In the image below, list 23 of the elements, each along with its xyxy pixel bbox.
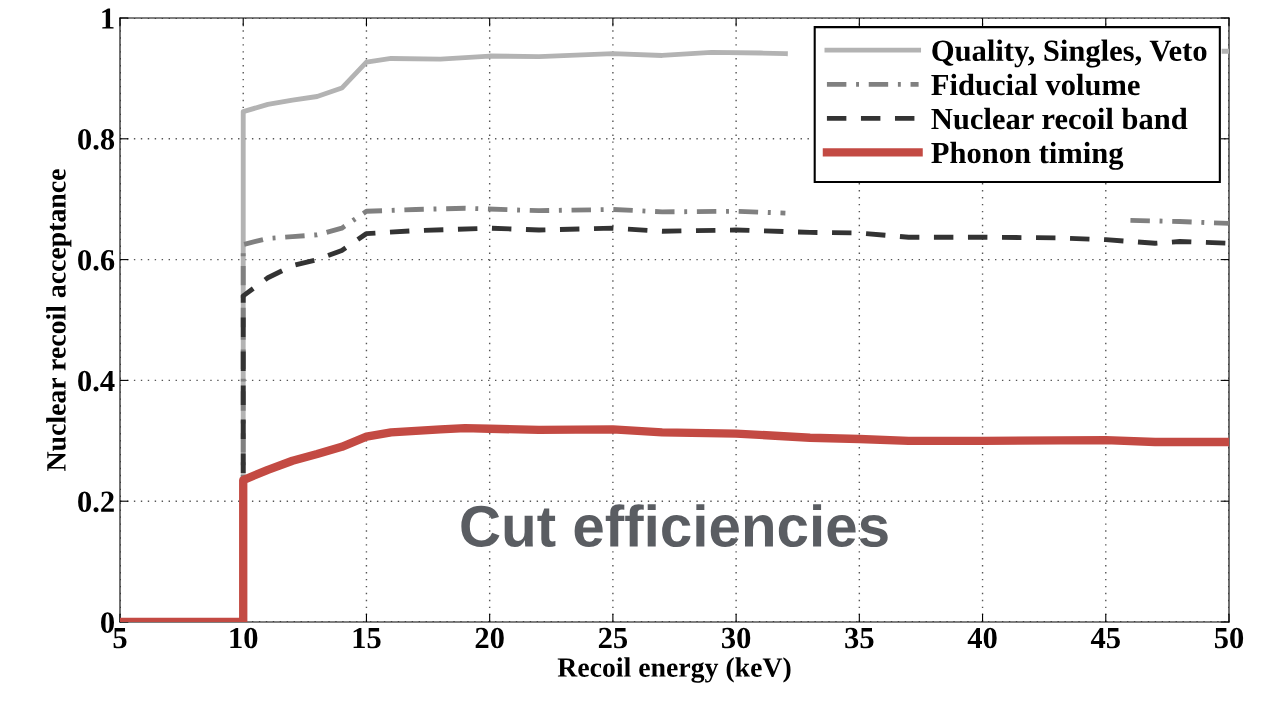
annotation: Cut efficiencies xyxy=(461,504,888,548)
x-tick-label: 25 xyxy=(598,627,628,649)
x-axis-title: Recoil energy (keV) xyxy=(557,657,791,683)
y-tick-label: 0 xyxy=(101,612,114,633)
x-tick-label: 40 xyxy=(967,627,997,649)
x-tick-label: 5 xyxy=(113,628,127,649)
x-tick-label: 10 xyxy=(230,627,258,649)
x-tick-label: 15 xyxy=(353,627,381,649)
y-tick-label: 1 xyxy=(102,8,114,29)
x-tick-label: 50 xyxy=(1214,627,1244,649)
legend-label: Nuclear recoil band xyxy=(931,107,1188,130)
y-tick-label: 0.6 xyxy=(78,249,115,271)
y-tick-label: 0.4 xyxy=(78,370,115,392)
legend-label: Fiducial volume xyxy=(931,73,1140,96)
y-tick-label: 0.8 xyxy=(78,129,115,150)
series-label: Quality, Singles, Veto xyxy=(932,39,1207,68)
y-axis-title: Nuclear recoil acceptance xyxy=(46,169,72,471)
legend-label: Phonon timing xyxy=(931,141,1124,170)
x-tick-label: 45 xyxy=(1090,627,1120,649)
x-tick-label: 20 xyxy=(475,627,504,649)
x-tick-label: 30 xyxy=(721,627,751,649)
x-tick-label: 35 xyxy=(845,627,874,649)
y-tick-label: 0.2 xyxy=(78,491,114,513)
